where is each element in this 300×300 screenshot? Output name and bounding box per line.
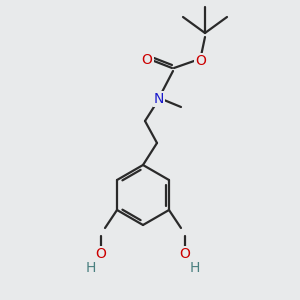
Text: O: O <box>96 247 106 261</box>
Text: N: N <box>154 92 164 106</box>
Text: O: O <box>179 247 191 261</box>
Text: O: O <box>142 53 152 67</box>
Text: H: H <box>86 261 96 275</box>
Text: O: O <box>196 54 206 68</box>
Text: H: H <box>190 261 200 275</box>
